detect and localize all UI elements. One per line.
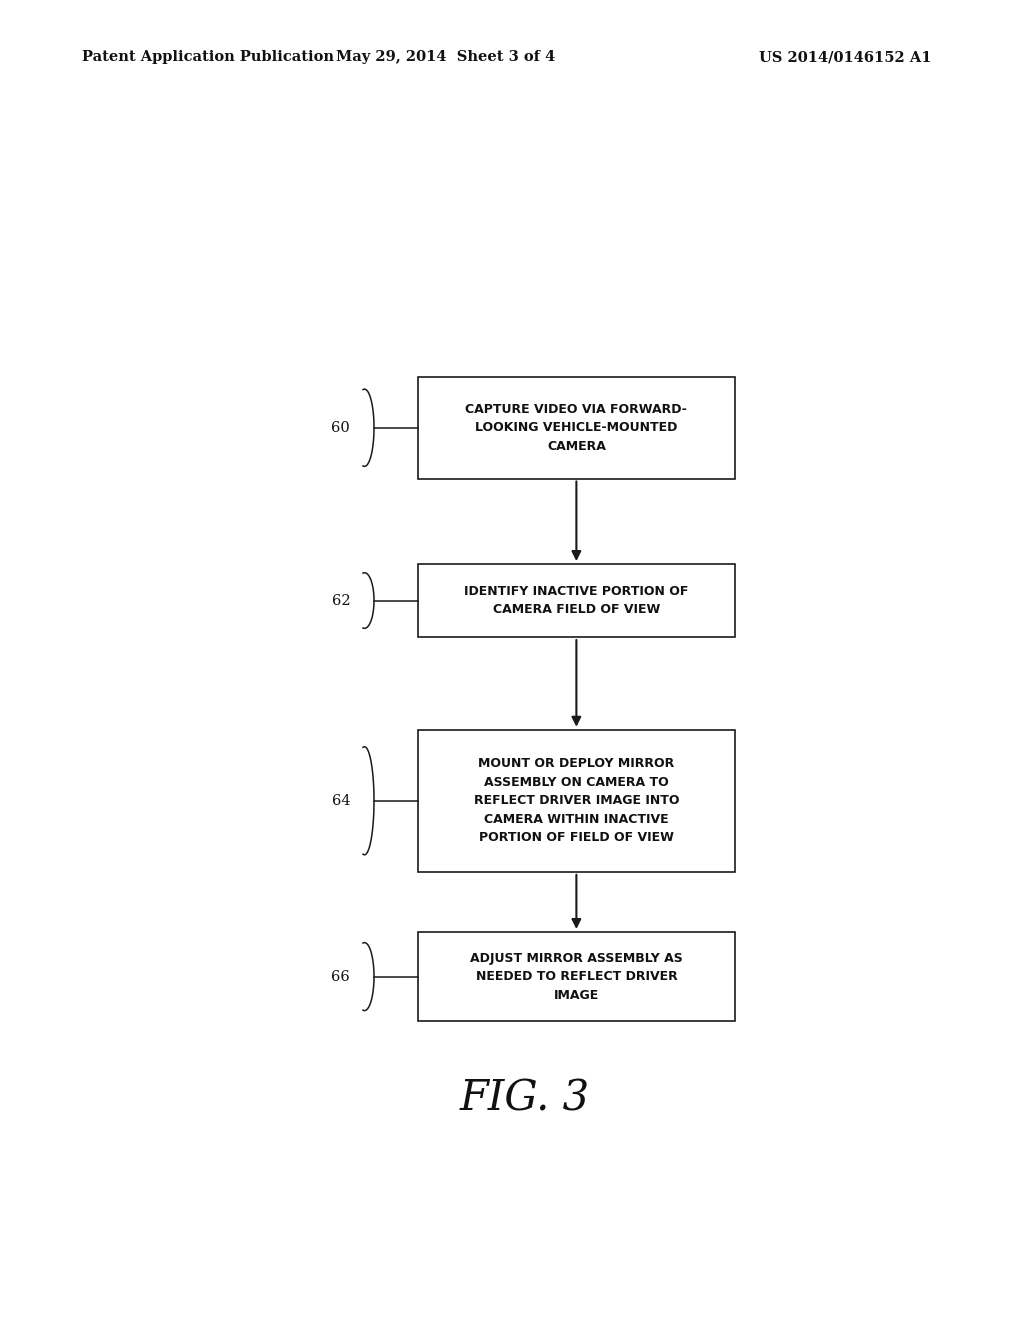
FancyBboxPatch shape [418, 564, 735, 638]
Text: FIG. 3: FIG. 3 [460, 1077, 590, 1119]
Text: IDENTIFY INACTIVE PORTION OF
CAMERA FIELD OF VIEW: IDENTIFY INACTIVE PORTION OF CAMERA FIEL… [464, 585, 688, 616]
Text: May 29, 2014  Sheet 3 of 4: May 29, 2014 Sheet 3 of 4 [336, 50, 555, 65]
Text: ADJUST MIRROR ASSEMBLY AS
NEEDED TO REFLECT DRIVER
IMAGE: ADJUST MIRROR ASSEMBLY AS NEEDED TO REFL… [470, 952, 683, 1002]
Text: US 2014/0146152 A1: US 2014/0146152 A1 [760, 50, 932, 65]
FancyBboxPatch shape [418, 932, 735, 1022]
Text: 66: 66 [332, 970, 350, 983]
Text: CAPTURE VIDEO VIA FORWARD-
LOOKING VEHICLE-MOUNTED
CAMERA: CAPTURE VIDEO VIA FORWARD- LOOKING VEHIC… [466, 403, 687, 453]
Text: Patent Application Publication: Patent Application Publication [82, 50, 334, 65]
Text: 62: 62 [332, 594, 350, 607]
Text: MOUNT OR DEPLOY MIRROR
ASSEMBLY ON CAMERA TO
REFLECT DRIVER IMAGE INTO
CAMERA WI: MOUNT OR DEPLOY MIRROR ASSEMBLY ON CAMER… [474, 758, 679, 845]
Text: 60: 60 [332, 421, 350, 434]
Text: 64: 64 [332, 793, 350, 808]
FancyBboxPatch shape [418, 730, 735, 873]
FancyBboxPatch shape [418, 378, 735, 479]
